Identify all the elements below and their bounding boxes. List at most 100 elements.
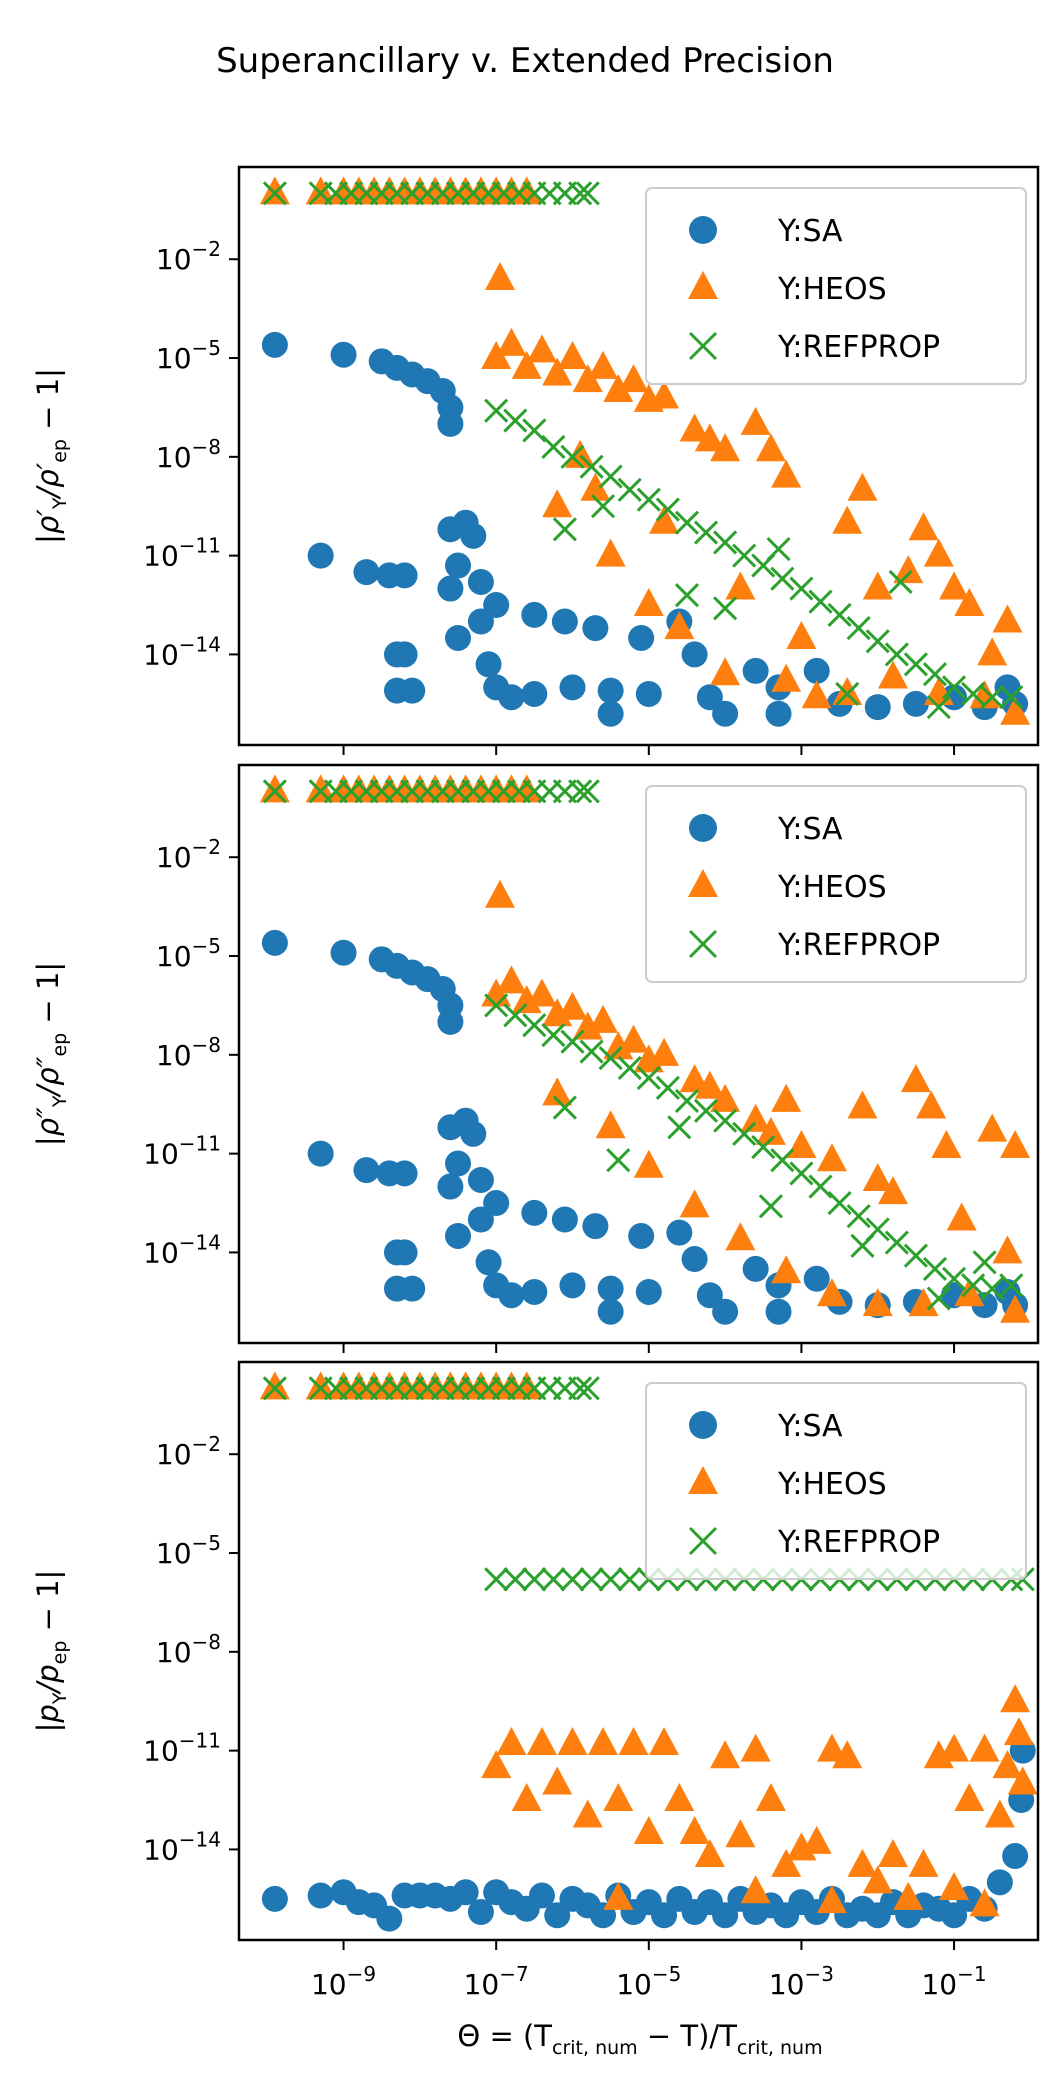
heos-point bbox=[649, 1037, 680, 1066]
legend-label: Y:REFPROP bbox=[777, 1525, 940, 1560]
refprop-point bbox=[575, 181, 600, 206]
data-points bbox=[259, 1371, 1038, 1932]
heos-point bbox=[725, 1819, 756, 1848]
legend-triangle-icon bbox=[688, 869, 718, 897]
heos-point bbox=[992, 1235, 1023, 1264]
refprop-point bbox=[522, 1013, 547, 1038]
refprop-point bbox=[568, 779, 593, 804]
heos-point bbox=[618, 1727, 649, 1756]
heos-point bbox=[908, 512, 939, 541]
refprop-point bbox=[980, 1276, 1005, 1301]
legend-label: Y:SA bbox=[777, 1409, 843, 1444]
sa-point bbox=[445, 552, 472, 579]
refprop-point bbox=[575, 779, 600, 804]
sa-point bbox=[391, 641, 418, 668]
sa-point bbox=[712, 1902, 739, 1929]
heos-point bbox=[588, 350, 619, 379]
refprop-point bbox=[617, 477, 642, 502]
sa-point bbox=[712, 700, 739, 727]
refprop-point bbox=[579, 1567, 604, 1592]
refprop-point bbox=[674, 1088, 700, 1113]
sa-point bbox=[353, 559, 380, 586]
legend-label: Y:HEOS bbox=[777, 1467, 887, 1502]
sa-point bbox=[391, 1239, 418, 1266]
heos-point bbox=[862, 1162, 893, 1191]
refprop-point bbox=[552, 1095, 577, 1120]
refprop-point bbox=[667, 1115, 692, 1140]
heos-point bbox=[740, 1733, 771, 1762]
sa-point bbox=[902, 690, 929, 717]
legend-label: Y:HEOS bbox=[777, 272, 887, 307]
legend-triangle-icon bbox=[688, 271, 718, 299]
heos-point bbox=[496, 1727, 527, 1756]
heos-point bbox=[939, 1871, 970, 1900]
refprop-point bbox=[484, 398, 509, 423]
sa-point bbox=[597, 1275, 624, 1302]
heos-point bbox=[786, 1130, 817, 1159]
refprop-point bbox=[926, 1286, 951, 1311]
heos-point bbox=[847, 472, 878, 501]
sa-point bbox=[467, 1899, 494, 1926]
heos-point bbox=[931, 1130, 962, 1159]
heos-point bbox=[511, 774, 542, 803]
heos-point bbox=[694, 423, 725, 452]
sa-point bbox=[261, 929, 288, 956]
sa-point bbox=[460, 522, 487, 549]
heos-point bbox=[725, 571, 756, 600]
x-tick-label: 10−9 bbox=[311, 1962, 376, 2001]
refprop-point bbox=[884, 642, 909, 667]
legend-x-icon bbox=[688, 331, 718, 361]
sa-point bbox=[528, 1882, 555, 1909]
heos-point bbox=[878, 1176, 909, 1205]
sa-point bbox=[460, 1120, 487, 1147]
refprop-point bbox=[522, 418, 547, 443]
heos-point bbox=[1000, 1294, 1031, 1323]
heos-point bbox=[633, 588, 664, 617]
heos-point bbox=[710, 1740, 741, 1769]
refprop-point bbox=[606, 1148, 631, 1173]
heos-point bbox=[259, 176, 290, 205]
legend-label: Y:HEOS bbox=[777, 870, 887, 905]
heos-point bbox=[679, 1815, 710, 1844]
legend-x-icon bbox=[688, 1526, 718, 1556]
refprop-point bbox=[674, 510, 700, 535]
heos-point bbox=[595, 1110, 626, 1139]
heos-point bbox=[305, 176, 336, 205]
heos-point bbox=[603, 1881, 634, 1910]
refprop-point bbox=[770, 1148, 795, 1173]
heos-point bbox=[832, 1740, 863, 1769]
refprop-point bbox=[541, 1567, 566, 1592]
heos-point bbox=[771, 1083, 802, 1112]
sa-point bbox=[628, 624, 655, 651]
refprop-point bbox=[941, 675, 967, 700]
heos-point bbox=[572, 1799, 603, 1828]
heos-point bbox=[977, 637, 1008, 666]
heos-point bbox=[511, 350, 542, 379]
refprop-point bbox=[732, 543, 757, 568]
heos-point bbox=[305, 1371, 336, 1400]
heos-point bbox=[862, 1865, 893, 1894]
data-points bbox=[259, 176, 1031, 727]
heos-point bbox=[969, 680, 1000, 709]
legend-label: Y:SA bbox=[777, 214, 843, 249]
legend: Y:SA Y:HEOS Y:REFPROP bbox=[645, 785, 1027, 983]
y-tick-label: 10−11 bbox=[143, 534, 221, 573]
heos-point bbox=[816, 1143, 847, 1172]
refprop-point bbox=[808, 589, 833, 614]
panel-1: 10−2 10−5 10−8 10−11 10−14 |ρ′Y/ρ′ep − 1| Y:SA… bbox=[31, 165, 1040, 755]
heos-point bbox=[900, 1064, 931, 1093]
heos-point bbox=[580, 472, 611, 501]
heos-point bbox=[526, 334, 557, 363]
refprop-point bbox=[961, 681, 986, 707]
heos-point bbox=[633, 1149, 664, 1178]
heos-point bbox=[946, 1202, 977, 1231]
sa-point bbox=[261, 331, 288, 358]
heos-point bbox=[801, 680, 832, 709]
heos-point bbox=[1000, 1684, 1031, 1713]
sa-point bbox=[391, 562, 418, 589]
heos-point bbox=[816, 1885, 847, 1914]
heos-point bbox=[710, 433, 741, 462]
heos-point bbox=[939, 571, 970, 600]
refprop-point bbox=[922, 1256, 948, 1281]
legend-x-icon bbox=[688, 929, 718, 959]
